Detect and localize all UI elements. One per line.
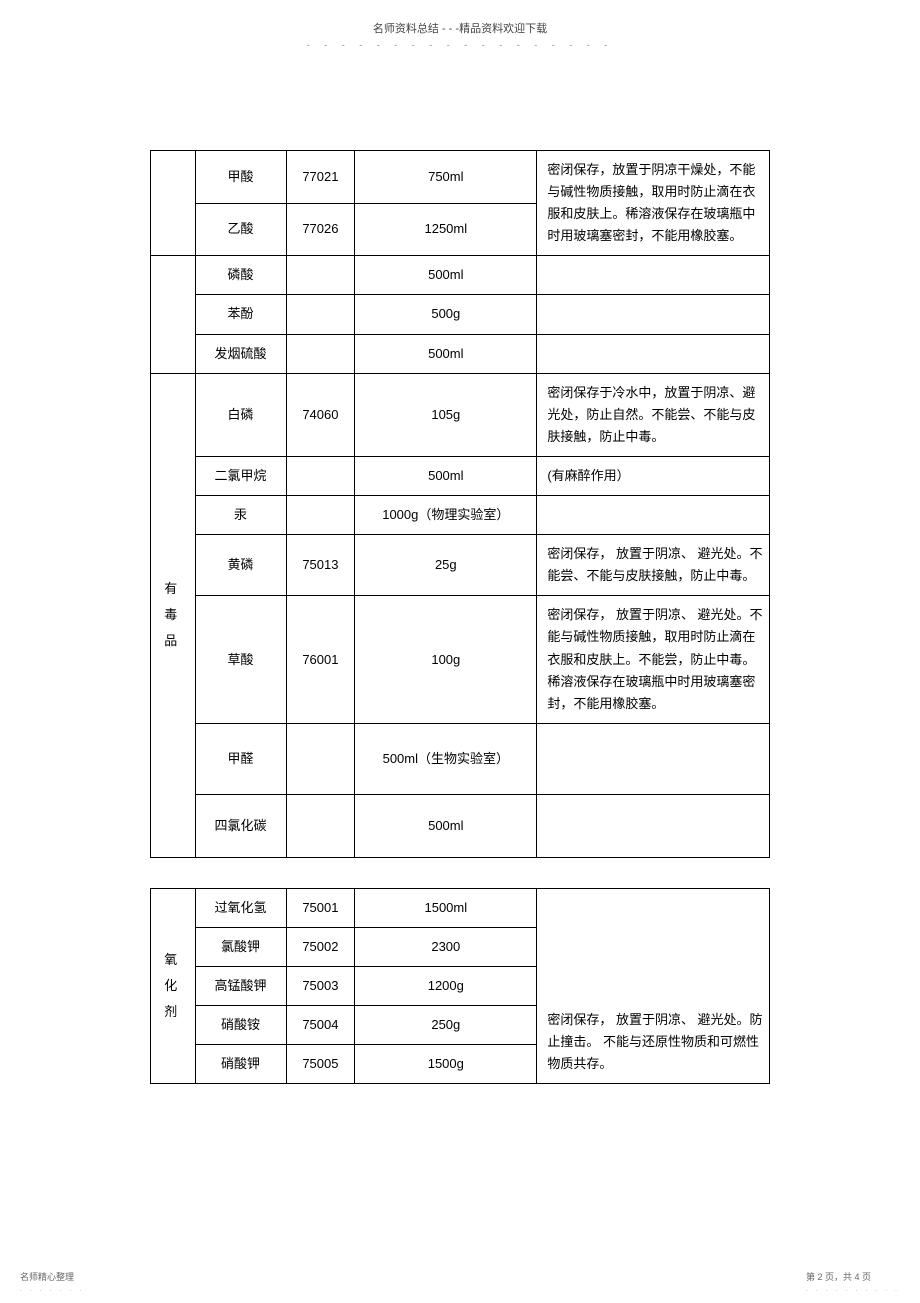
code-cell <box>286 456 355 495</box>
table-row: 黄磷 75013 25g 密闭保存， 放置于阴凉、 避光处。不能尝、不能与皮肤接… <box>151 535 770 596</box>
name-cell: 过氧化氢 <box>195 888 286 927</box>
table-row: 磷酸 500ml <box>151 256 770 295</box>
name-cell: 硝酸钾 <box>195 1045 286 1084</box>
category-label: 有毒品 <box>164 576 181 654</box>
table-row: 甲酸 77021 750ml 密闭保存，放置于阴凉干燥处，不能与碱性物质接触，取… <box>151 151 770 204</box>
qty-cell: 1200g <box>355 967 537 1006</box>
name-cell: 苯酚 <box>195 295 286 334</box>
qty-cell: 500ml <box>355 456 537 495</box>
qty-cell: 100g <box>355 596 537 723</box>
code-cell: 77026 <box>286 203 355 256</box>
note-cell: (有麻醉作用） <box>537 456 770 495</box>
name-cell: 草酸 <box>195 596 286 723</box>
note-cell: 密闭保存于冷水中，放置于阴凉、避光处，防止自然。不能尝、不能与皮肤接触，防止中毒… <box>537 373 770 456</box>
table-row: 四氯化碳 500ml <box>151 794 770 857</box>
note-cell <box>537 295 770 334</box>
note-cell <box>537 256 770 295</box>
qty-cell: 250g <box>355 1006 537 1045</box>
qty-cell: 500ml <box>355 794 537 857</box>
code-cell <box>286 334 355 373</box>
note-cell: 密闭保存， 放置于阴凉、 避光处。不能尝、不能与皮肤接触，防止中毒。 <box>537 535 770 596</box>
table-row: 有毒品 白磷 74060 105g 密闭保存于冷水中，放置于阴凉、避光处，防止自… <box>151 373 770 456</box>
qty-cell: 1500g <box>355 1045 537 1084</box>
category-cell: 有毒品 <box>151 373 196 857</box>
name-cell: 甲酸 <box>195 151 286 204</box>
code-cell: 75013 <box>286 535 355 596</box>
qty-cell: 500ml <box>355 334 537 373</box>
footer-right-dots: . . . . . . . . . . <box>806 1286 900 1293</box>
code-cell <box>286 723 355 794</box>
table-row: 二氯甲烷 500ml (有麻醉作用） <box>151 456 770 495</box>
table-row: 氧化剂 过氧化氢 75001 1500ml 密闭保存， 放置于阴凉、 避光处。防… <box>151 888 770 927</box>
note-cell <box>537 334 770 373</box>
code-cell: 75005 <box>286 1045 355 1084</box>
qty-cell: 1000g（物理实验室） <box>355 496 537 535</box>
name-cell: 氯酸钾 <box>195 928 286 967</box>
chemicals-table-1: 甲酸 77021 750ml 密闭保存，放置于阴凉干燥处，不能与碱性物质接触，取… <box>150 150 770 858</box>
name-cell: 汞 <box>195 496 286 535</box>
category-cell <box>151 256 196 373</box>
code-cell <box>286 256 355 295</box>
table-row: 苯酚 500g <box>151 295 770 334</box>
qty-cell: 500ml（生物实验室） <box>355 723 537 794</box>
qty-cell: 500g <box>355 295 537 334</box>
note-cell: 密闭保存， 放置于阴凉、 避光处。防止撞击。 不能与还原性物质和可燃性物质共存。 <box>537 888 770 1083</box>
table1-wrap: 甲酸 77021 750ml 密闭保存，放置于阴凉干燥处，不能与碱性物质接触，取… <box>150 150 770 858</box>
note-cell: 密闭保存， 放置于阴凉、 避光处。不能与碱性物质接触，取用时防止滴在衣服和皮肤上… <box>537 596 770 723</box>
note-cell <box>537 496 770 535</box>
qty-cell: 1500ml <box>355 888 537 927</box>
footer-right-text: 第 2 页，共 4 页 <box>806 1272 871 1282</box>
qty-cell: 1250ml <box>355 203 537 256</box>
table-row: 甲醛 500ml（生物实验室） <box>151 723 770 794</box>
doc-header-dots: - - - - - - - - - - - - - - - - - - <box>0 40 920 50</box>
code-cell: 74060 <box>286 373 355 456</box>
footer-left: 名师精心整理 . . . . . . . <box>20 1270 84 1293</box>
name-cell: 硝酸铵 <box>195 1006 286 1045</box>
name-cell: 白磷 <box>195 373 286 456</box>
footer-left-dots: . . . . . . . <box>20 1286 84 1293</box>
name-cell: 乙酸 <box>195 203 286 256</box>
name-cell: 甲醛 <box>195 723 286 794</box>
name-cell: 黄磷 <box>195 535 286 596</box>
note-cell <box>537 723 770 794</box>
table-row: 汞 1000g（物理实验室） <box>151 496 770 535</box>
code-cell: 75002 <box>286 928 355 967</box>
code-cell: 75001 <box>286 888 355 927</box>
category-cell <box>151 151 196 256</box>
qty-cell: 2300 <box>355 928 537 967</box>
name-cell: 发烟硫酸 <box>195 334 286 373</box>
table-row: 发烟硫酸 500ml <box>151 334 770 373</box>
code-cell: 75003 <box>286 967 355 1006</box>
code-cell <box>286 295 355 334</box>
table2-wrap: 氧化剂 过氧化氢 75001 1500ml 密闭保存， 放置于阴凉、 避光处。防… <box>150 888 770 1084</box>
category-label: 氧化剂 <box>164 947 181 1025</box>
qty-cell: 500ml <box>355 256 537 295</box>
name-cell: 磷酸 <box>195 256 286 295</box>
qty-cell: 750ml <box>355 151 537 204</box>
qty-cell: 105g <box>355 373 537 456</box>
name-cell: 四氯化碳 <box>195 794 286 857</box>
code-cell: 77021 <box>286 151 355 204</box>
doc-header: 名师资料总结 - - -精品资料欢迎下载 <box>0 20 920 36</box>
category-cell: 氧化剂 <box>151 888 196 1083</box>
table-row: 草酸 76001 100g 密闭保存， 放置于阴凉、 避光处。不能与碱性物质接触… <box>151 596 770 723</box>
name-cell: 二氯甲烷 <box>195 456 286 495</box>
note-cell: 密闭保存，放置于阴凉干燥处，不能与碱性物质接触，取用时防止滴在衣服和皮肤上。稀溶… <box>537 151 770 256</box>
code-cell: 76001 <box>286 596 355 723</box>
note-cell <box>537 794 770 857</box>
code-cell: 75004 <box>286 1006 355 1045</box>
qty-cell: 25g <box>355 535 537 596</box>
chemicals-table-2: 氧化剂 过氧化氢 75001 1500ml 密闭保存， 放置于阴凉、 避光处。防… <box>150 888 770 1084</box>
name-cell: 高锰酸钾 <box>195 967 286 1006</box>
footer-left-text: 名师精心整理 <box>20 1272 74 1282</box>
code-cell <box>286 496 355 535</box>
code-cell <box>286 794 355 857</box>
footer-right: 第 2 页，共 4 页 . . . . . . . . . . <box>806 1270 900 1293</box>
